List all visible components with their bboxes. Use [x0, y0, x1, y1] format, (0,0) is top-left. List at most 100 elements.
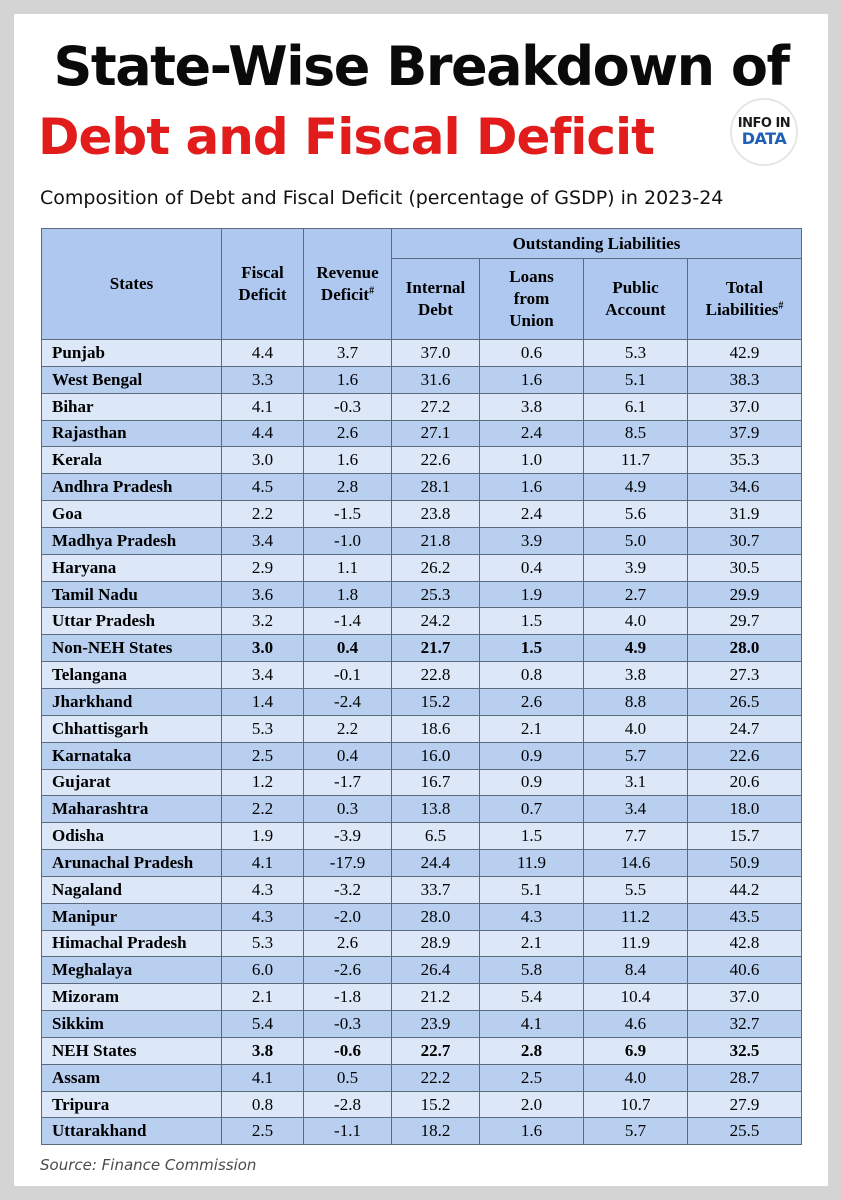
cell-fiscal-deficit: 3.3 [221, 365, 304, 394]
cell-total-liabilities: 35.3 [687, 446, 802, 475]
cell-state: Himachal Pradesh [41, 929, 222, 958]
cell-state: Chhattisgarh [41, 714, 222, 743]
cell-state: Kerala [41, 446, 222, 475]
cell-state: Haryana [41, 553, 222, 582]
cell-revenue-deficit: -1.7 [303, 768, 392, 797]
cell-state: Sikkim [41, 1010, 222, 1038]
cell-internal-debt: 26.4 [391, 956, 480, 985]
cell-revenue-deficit: 0.4 [303, 634, 392, 663]
source-note: Source: Finance Commission [40, 1156, 257, 1174]
cell-loans-from-union: 5.1 [479, 875, 584, 904]
cell-total-liabilities: 38.3 [687, 365, 802, 394]
cell-loans-from-union: 5.4 [479, 983, 584, 1012]
cell-state: Non-NEH States [41, 634, 222, 663]
cell-state: Punjab [41, 339, 222, 367]
cell-fiscal-deficit: 5.3 [221, 714, 304, 743]
cell-public-account: 4.9 [583, 634, 688, 663]
cell-fiscal-deficit: 0.8 [221, 1090, 304, 1119]
cell-fiscal-deficit: 2.2 [221, 795, 304, 824]
cell-loans-from-union: 2.4 [479, 419, 584, 448]
cell-public-account: 5.3 [583, 339, 688, 367]
cell-state: Jharkhand [41, 687, 222, 716]
cell-internal-debt: 18.6 [391, 714, 480, 743]
cell-revenue-deficit: -3.9 [303, 822, 392, 851]
infographic-card: State-Wise Breakdown of Debt and Fiscal … [14, 14, 828, 1186]
cell-public-account: 3.4 [583, 795, 688, 824]
cell-fiscal-deficit: 1.4 [221, 687, 304, 716]
table-row: Telangana 3.4 -0.1 22.8 0.8 3.8 27.3 [41, 661, 802, 689]
cell-internal-debt: 22.6 [391, 446, 480, 475]
cell-public-account: 11.9 [583, 929, 688, 958]
cell-loans-from-union: 3.8 [479, 392, 584, 421]
cell-revenue-deficit: 2.6 [303, 419, 392, 448]
cell-public-account: 5.5 [583, 875, 688, 904]
cell-fiscal-deficit: 1.9 [221, 822, 304, 851]
cell-fiscal-deficit: 3.0 [221, 446, 304, 475]
cell-revenue-deficit: 2.6 [303, 929, 392, 958]
cell-state: Arunachal Pradesh [41, 849, 222, 877]
cell-internal-debt: 31.6 [391, 365, 480, 394]
cell-fiscal-deficit: 3.4 [221, 661, 304, 689]
table-row: Tamil Nadu 3.6 1.8 25.3 1.9 2.7 29.9 [41, 580, 802, 609]
cell-total-liabilities: 30.7 [687, 526, 802, 555]
cell-state: NEH States [41, 1036, 222, 1065]
cell-public-account: 3.1 [583, 768, 688, 797]
headline-line-1: State-Wise Breakdown of [53, 35, 790, 98]
cell-loans-from-union: 0.6 [479, 339, 584, 367]
cell-total-liabilities: 37.9 [687, 419, 802, 448]
cell-loans-from-union: 2.0 [479, 1090, 584, 1119]
cell-revenue-deficit: 0.5 [303, 1063, 392, 1092]
cell-loans-from-union: 2.1 [479, 929, 584, 958]
cell-revenue-deficit: -0.1 [303, 661, 392, 689]
cell-fiscal-deficit: 4.1 [221, 1063, 304, 1092]
cell-fiscal-deficit: 4.4 [221, 339, 304, 367]
cell-fiscal-deficit: 5.4 [221, 1010, 304, 1038]
cell-total-liabilities: 31.9 [687, 500, 802, 528]
cell-state: Meghalaya [41, 956, 222, 985]
table-row: NEH States 3.8 -0.6 22.7 2.8 6.9 32.5 [41, 1036, 802, 1065]
cell-total-liabilities: 26.5 [687, 687, 802, 716]
cell-revenue-deficit: -1.4 [303, 607, 392, 636]
cell-public-account: 11.7 [583, 446, 688, 475]
cell-loans-from-union: 1.6 [479, 473, 584, 502]
cell-total-liabilities: 40.6 [687, 956, 802, 985]
cell-internal-debt: 22.2 [391, 1063, 480, 1092]
table-row: Nagaland 4.3 -3.2 33.7 5.1 5.5 44.2 [41, 875, 802, 904]
cell-fiscal-deficit: 2.1 [221, 983, 304, 1012]
cell-internal-debt: 23.9 [391, 1010, 480, 1038]
cell-state: Gujarat [41, 768, 222, 797]
cell-state: Tamil Nadu [41, 580, 222, 609]
headline-line-2: Debt and Fiscal Deficit [38, 108, 655, 166]
table-row: Arunachal Pradesh 4.1 -17.9 24.4 11.9 14.6 50.… [41, 849, 802, 877]
table-row: Bihar 4.1 -0.3 27.2 3.8 6.1 37.0 [41, 392, 802, 421]
table-row: Andhra Pradesh 4.5 2.8 28.1 1.6 4.9 34.6 [41, 473, 802, 502]
cell-revenue-deficit: -2.6 [303, 956, 392, 985]
cell-internal-debt: 28.9 [391, 929, 480, 958]
table-row: Himachal Pradesh 5.3 2.6 28.9 2.1 11.9 42.8 [41, 929, 802, 958]
cell-internal-debt: 18.2 [391, 1117, 480, 1146]
cell-internal-debt: 27.2 [391, 392, 480, 421]
cell-loans-from-union: 1.5 [479, 822, 584, 851]
table-row: Uttar Pradesh 3.2 -1.4 24.2 1.5 4.0 29.7 [41, 607, 802, 636]
table-row: Non-NEH States 3.0 0.4 21.7 1.5 4.9 28.0 [41, 634, 802, 663]
cell-public-account: 5.0 [583, 526, 688, 555]
cell-state: Karnataka [41, 741, 222, 770]
cell-revenue-deficit: 1.6 [303, 365, 392, 394]
cell-internal-debt: 26.2 [391, 553, 480, 582]
cell-internal-debt: 15.2 [391, 1090, 480, 1119]
logo-text-top: INFO IN [737, 116, 791, 131]
cell-total-liabilities: 29.7 [687, 607, 802, 636]
cell-internal-debt: 27.1 [391, 419, 480, 448]
cell-public-account: 10.4 [583, 983, 688, 1012]
cell-internal-debt: 22.7 [391, 1036, 480, 1065]
cell-fiscal-deficit: 4.1 [221, 392, 304, 421]
table-row: Odisha 1.9 -3.9 6.5 1.5 7.7 15.7 [41, 822, 802, 851]
cell-internal-debt: 24.2 [391, 607, 480, 636]
cell-loans-from-union: 0.4 [479, 553, 584, 582]
cell-loans-from-union: 0.8 [479, 661, 584, 689]
cell-total-liabilities: 30.5 [687, 553, 802, 582]
cell-fiscal-deficit: 3.8 [221, 1036, 304, 1065]
table-row: Sikkim 5.4 -0.3 23.9 4.1 4.6 32.7 [41, 1010, 802, 1038]
cell-internal-debt: 25.3 [391, 580, 480, 609]
cell-total-liabilities: 15.7 [687, 822, 802, 851]
